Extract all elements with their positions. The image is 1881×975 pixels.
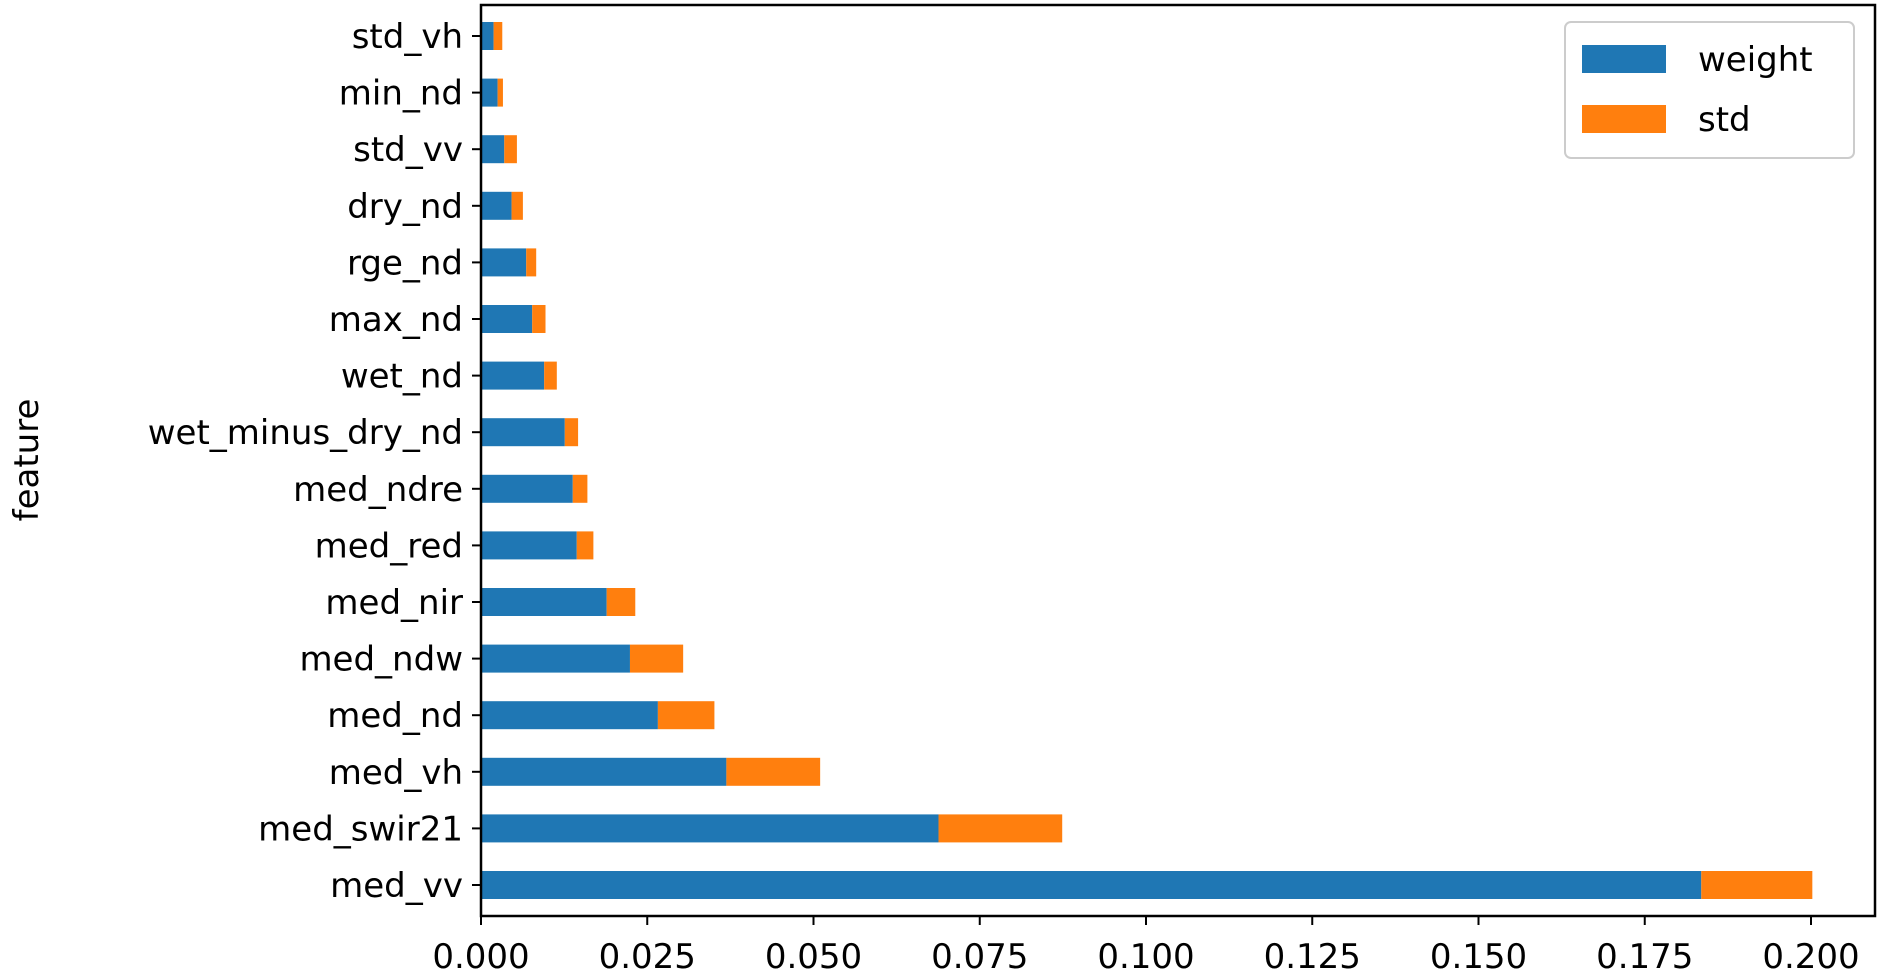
y-tick-label: med_ndw bbox=[299, 640, 463, 680]
bar-weight-med_nd bbox=[481, 701, 658, 730]
y-tick-label: med_nir bbox=[325, 583, 463, 623]
bar-weight-med_swir21 bbox=[481, 814, 939, 843]
y-tick-label: med_vh bbox=[329, 753, 463, 793]
x-tick-label: 0.150 bbox=[1430, 937, 1527, 975]
bar-std-med_vv bbox=[1701, 871, 1813, 899]
y-tick-label: min_nd bbox=[339, 74, 463, 114]
bar-weight-std_vh bbox=[481, 22, 494, 50]
bar-weight-med_ndw bbox=[481, 644, 630, 673]
y-tick-label: med_vv bbox=[330, 866, 463, 906]
y-axis-label: feature bbox=[7, 399, 47, 522]
bar-std-med_red bbox=[576, 531, 594, 560]
bar-weight-wet_nd bbox=[481, 361, 545, 390]
legend-swatch-std bbox=[1582, 105, 1666, 133]
bar-weight-med_vv bbox=[481, 871, 1702, 899]
x-tick-label: 0.125 bbox=[1264, 937, 1361, 975]
bar-std-med_swir21 bbox=[938, 814, 1063, 843]
bar-weight-med_nir bbox=[481, 588, 607, 616]
y-tick-label: med_ndre bbox=[293, 470, 463, 510]
legend-swatch-weight bbox=[1582, 45, 1666, 73]
x-tick-label: 0.050 bbox=[765, 937, 862, 975]
bar-weight-med_red bbox=[481, 531, 577, 560]
legend-label-std: std bbox=[1698, 100, 1751, 140]
y-axis-ticks: med_vv med_swir21 med_vh med_nd med_ndw med_n… bbox=[148, 17, 481, 906]
legend: weight std bbox=[1564, 21, 1855, 159]
bar-std-std_vv bbox=[504, 135, 517, 164]
bar-std-rge_nd bbox=[526, 248, 537, 277]
bar-weight-wet_minus_dry_nd bbox=[481, 418, 565, 447]
bar-weight-max_nd bbox=[481, 305, 533, 333]
bar-std-med_vh bbox=[726, 757, 821, 786]
bar-weight-med_ndre bbox=[481, 474, 573, 503]
bar-weight-min_nd bbox=[481, 78, 498, 107]
y-tick-label: wet_minus_dry_nd bbox=[148, 413, 463, 453]
y-tick-label: max_nd bbox=[329, 300, 463, 340]
bar-std-med_ndw bbox=[629, 644, 684, 673]
bar-std-std_vh bbox=[493, 22, 503, 50]
y-tick-label: med_swir21 bbox=[258, 809, 463, 849]
bar-weight-rge_nd bbox=[481, 248, 527, 277]
y-tick-label: wet_nd bbox=[341, 357, 463, 397]
y-tick-label: std_vv bbox=[353, 130, 463, 170]
plot-frame bbox=[479, 3, 1877, 918]
bar-std-med_nir bbox=[606, 588, 636, 616]
bar-weight-dry_nd bbox=[481, 191, 512, 220]
y-tick-label: med_nd bbox=[327, 696, 463, 736]
y-tick-label: dry_nd bbox=[347, 187, 463, 227]
bar-std-wet_nd bbox=[544, 361, 557, 390]
y-tick-label: std_vh bbox=[352, 17, 463, 57]
x-tick-label: 0.175 bbox=[1596, 937, 1693, 975]
bar-std-dry_nd bbox=[511, 191, 523, 220]
legend-label-weight: weight bbox=[1698, 40, 1813, 80]
bar-std-wet_minus_dry_nd bbox=[564, 418, 579, 447]
bar-std-med_nd bbox=[657, 701, 715, 730]
x-axis-ticks: 0.000 0.025 0.050 0.075 0.100 0.125 0.150 0.175… bbox=[432, 916, 1860, 975]
x-tick-label: 0.000 bbox=[432, 937, 529, 975]
bar-weight-med_vh bbox=[481, 757, 727, 786]
bar-std-min_nd bbox=[497, 78, 503, 107]
bars-layer bbox=[481, 22, 1813, 899]
bar-weight-std_vv bbox=[481, 135, 505, 164]
bar-std-med_ndre bbox=[572, 474, 588, 503]
y-tick-label: rge_nd bbox=[347, 243, 463, 283]
x-tick-label: 0.100 bbox=[1097, 937, 1194, 975]
x-tick-label: 0.200 bbox=[1762, 937, 1859, 975]
x-tick-label: 0.025 bbox=[599, 937, 696, 975]
x-tick-label: 0.075 bbox=[931, 937, 1028, 975]
bar-std-max_nd bbox=[532, 305, 546, 333]
y-tick-label: med_red bbox=[315, 526, 463, 566]
